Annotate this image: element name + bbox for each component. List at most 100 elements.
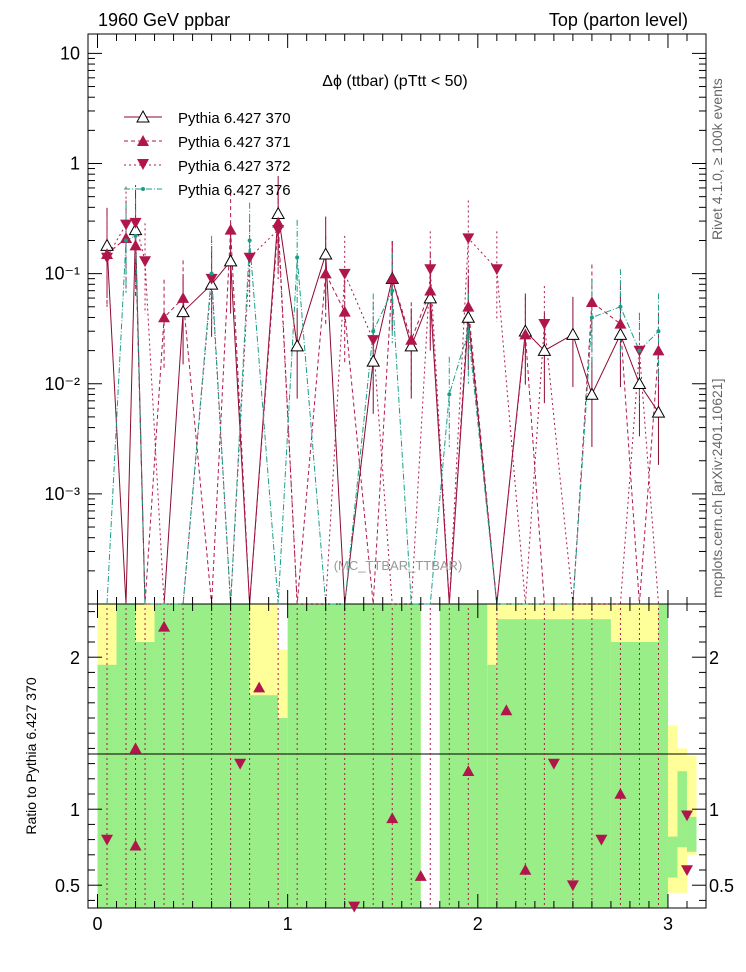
ratio-panel-ticks: 0.5 0.5 1 1 2 2 <box>55 611 734 901</box>
series-point-0-10 <box>290 339 305 352</box>
series-point-0-21 <box>537 343 552 356</box>
header-right: Top (parton level) <box>549 10 688 30</box>
x-tick-label-2: 2 <box>473 914 483 934</box>
series-point-2-21 <box>538 319 551 330</box>
chart-title: Δϕ (ttbar) (pTtt < 50) <box>322 73 467 90</box>
ratio-point-3 <box>158 620 171 632</box>
legend: Pythia 6.427 370 Pythia 6.427 371 Pythia… <box>124 109 291 199</box>
ratio-point-2 <box>129 839 142 851</box>
ratio-ytick-label-left-1: 1 <box>70 800 80 820</box>
ratio-band-stat-12 <box>667 836 678 878</box>
ratio-point-0 <box>101 834 114 846</box>
ratio-point-9 <box>462 765 475 776</box>
x-tick-label-0: 0 <box>92 914 102 934</box>
ratio-ytick-label-right-0: 0.5 <box>709 876 734 896</box>
series-point-3-14 <box>390 288 395 293</box>
series-point-1-11 <box>319 267 332 279</box>
top-ytick-label-1: 1 <box>70 154 80 174</box>
series-point-3-17 <box>447 392 452 397</box>
series-point-1-7 <box>224 223 237 235</box>
series-point-1-9 <box>272 216 285 228</box>
series-point-1-15 <box>405 333 418 345</box>
ratio-points <box>101 608 693 913</box>
legend-label-370: Pythia 6.427 370 <box>178 110 291 127</box>
series-point-3-23 <box>589 315 594 320</box>
ratio-point-7 <box>386 812 399 824</box>
ratio-point-4 <box>234 758 247 770</box>
legend-item-370: Pythia 6.427 370 <box>124 109 291 127</box>
ratio-band-stat-7 <box>439 604 488 908</box>
ratio-point-15 <box>614 788 627 799</box>
x-axis-ticks: 0 1 2 3 <box>92 34 688 934</box>
ratio-ytick-label-left-2: 2 <box>70 648 80 668</box>
ratio-point-6 <box>348 901 361 913</box>
top-panel-ticks: 10 1 10⁻¹ 10⁻² 10⁻³ <box>44 43 706 605</box>
x-tick-label-1: 1 <box>283 914 293 934</box>
legend-label-371: Pythia 6.427 371 <box>178 134 291 151</box>
legend-label-376: Pythia 6.427 376 <box>178 182 291 199</box>
ratio-point-11 <box>519 864 532 875</box>
top-ytick-label-3: 10⁻² <box>44 374 80 394</box>
ratio-ylabel: Ratio to Pythia 6.427 370 <box>23 677 39 834</box>
series-point-0-7 <box>223 254 238 267</box>
series-point-0-11 <box>318 247 333 260</box>
series-point-1-26 <box>652 344 665 356</box>
series-point-1-24 <box>614 317 627 329</box>
series-point-3-18 <box>466 329 471 334</box>
series-point-1-23 <box>585 296 598 308</box>
series-point-2-1 <box>120 219 133 231</box>
series-point-3-24 <box>618 304 623 309</box>
series-point-3-13 <box>371 329 376 334</box>
ratio-point-8 <box>414 870 427 881</box>
legend-label-372: Pythia 6.427 372 <box>178 158 291 175</box>
series-point-2-3 <box>139 256 152 268</box>
series-point-3-2 <box>133 233 138 238</box>
series-line-1 <box>106 222 659 605</box>
series-point-2-9 <box>272 225 285 236</box>
series-point-0-15 <box>404 339 419 352</box>
series-point-2-18 <box>462 233 475 245</box>
ratio-point-14 <box>595 834 608 846</box>
site-label: mcplots.cern.ch [arXiv:2401.10621] <box>709 379 725 598</box>
series-point-3-8 <box>247 238 252 243</box>
series-point-3-25 <box>637 348 642 353</box>
ratio-point-13 <box>566 880 579 892</box>
top-ytick-label-0: 10 <box>60 43 80 63</box>
series-point-0-16 <box>423 291 438 304</box>
series-point-1-20 <box>519 328 532 340</box>
x-tick-label-3: 3 <box>663 914 673 934</box>
ratio-band-stat-5 <box>278 718 288 908</box>
ratio-ytick-label-left-0: 0.5 <box>55 876 80 896</box>
series-point-0-24 <box>613 327 628 340</box>
series-point-3-1 <box>124 238 129 243</box>
legend-item-371: Pythia 6.427 371 <box>124 134 291 151</box>
series-point-0-13 <box>366 354 381 367</box>
legend-marker-370 <box>136 109 150 123</box>
ratio-band-stat-8 <box>487 664 497 908</box>
series-point-2-16 <box>424 264 437 276</box>
ratio-ytick-label-right-2: 2 <box>709 648 719 668</box>
ratio-band-stat-13 <box>677 771 687 848</box>
ratio-uncertainty-bands <box>97 604 697 908</box>
series-markers <box>100 206 666 418</box>
ratio-band-stat-11 <box>658 604 668 908</box>
series-point-2-2 <box>129 217 142 229</box>
top-ytick-label-4: 10⁻³ <box>44 484 80 504</box>
series-point-3-26 <box>656 329 661 334</box>
ratio-ytick-label-right-1: 1 <box>709 800 719 820</box>
ratio-band-stat-10 <box>610 642 659 908</box>
ratio-band-stat-6 <box>287 604 421 908</box>
ratio-band-total-14 <box>686 756 697 855</box>
series-point-2-12 <box>338 268 351 280</box>
ratio-band-total-12 <box>667 725 678 893</box>
series-point-2-0 <box>101 252 114 264</box>
ratio-point-1 <box>129 742 142 754</box>
ratio-point-5 <box>253 681 266 693</box>
series-point-1-14 <box>386 272 399 284</box>
series-point-0-23 <box>585 387 599 400</box>
series-point-1-2 <box>129 239 142 251</box>
ratio-point-10 <box>500 704 513 716</box>
rivet-label: Rivet 4.1.0, ≥ 100k events <box>709 78 725 240</box>
series-point-1-12 <box>338 305 351 317</box>
series-point-0-5 <box>176 304 190 318</box>
